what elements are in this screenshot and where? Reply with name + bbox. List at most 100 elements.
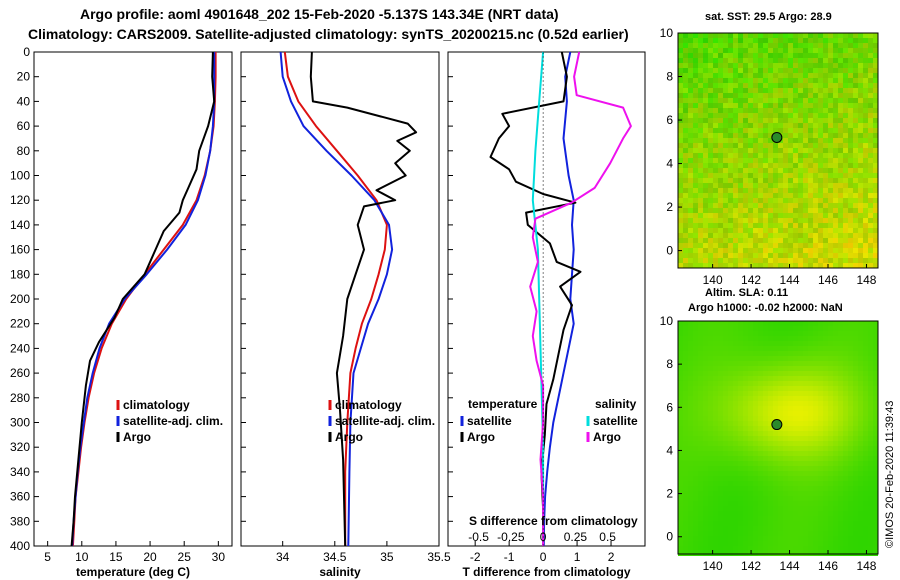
map-cell (698, 501, 703, 506)
map-cell (723, 178, 728, 183)
map-cell (693, 68, 698, 73)
map-y-tick-label-sst_map: 2 (666, 200, 673, 214)
map-cell (753, 396, 758, 401)
map-cell (693, 198, 698, 203)
map-cell (848, 401, 853, 406)
map-cell (703, 228, 708, 233)
map-cell (848, 243, 853, 248)
map-cell (698, 118, 703, 123)
map-cell (858, 531, 863, 536)
map-cell (828, 491, 833, 496)
map-cell (813, 496, 818, 501)
map-cell (718, 48, 723, 53)
map-cell (833, 248, 838, 253)
map-cell (853, 258, 858, 263)
map-cell (768, 516, 773, 521)
map-cell (813, 98, 818, 103)
map-cell (748, 446, 753, 451)
map-cell (828, 456, 833, 461)
map-cell (728, 456, 733, 461)
map-cell (738, 531, 743, 536)
map-cell (708, 416, 713, 421)
map-cell (768, 341, 773, 346)
map-cell (763, 93, 768, 98)
map-cell (803, 346, 808, 351)
map-cell (863, 53, 868, 58)
map-cell (753, 526, 758, 531)
map-cell (693, 376, 698, 381)
map-cell (758, 461, 763, 466)
map-cell (808, 48, 813, 53)
map-cell (718, 173, 723, 178)
map-cell (678, 193, 683, 198)
map-cell (763, 203, 768, 208)
map-cell (703, 361, 708, 366)
map-cell (718, 406, 723, 411)
map-cell (748, 113, 753, 118)
map-cell (698, 511, 703, 516)
map-cell (858, 143, 863, 148)
map-cell (733, 243, 738, 248)
map-cell (783, 521, 788, 526)
map-cell (683, 203, 688, 208)
map-cell (738, 198, 743, 203)
map-cell (763, 88, 768, 93)
map-cell (753, 491, 758, 496)
map-cell (783, 153, 788, 158)
map-cell (798, 233, 803, 238)
map-cell (843, 158, 848, 163)
map-cell (728, 228, 733, 233)
map-cell (753, 143, 758, 148)
map-cell (748, 223, 753, 228)
map-cell (683, 168, 688, 173)
map-cell (678, 436, 683, 441)
map-cell (693, 491, 698, 496)
map-cell (833, 396, 838, 401)
map-cell (723, 218, 728, 223)
map-cell (748, 258, 753, 263)
map-cell (713, 436, 718, 441)
map-cell (813, 123, 818, 128)
map-cell (823, 223, 828, 228)
map-cell (793, 193, 798, 198)
map-cell (748, 361, 753, 366)
map-cell (813, 178, 818, 183)
map-cell (818, 48, 823, 53)
map-cell (693, 63, 698, 68)
map-cell (763, 476, 768, 481)
map-cell (688, 53, 693, 58)
map-cell (843, 486, 848, 491)
map-cell (723, 68, 728, 73)
map-cell (853, 48, 858, 53)
map-cell (813, 521, 818, 526)
map-cell (768, 63, 773, 68)
map-cell (808, 228, 813, 233)
map-cell (713, 243, 718, 248)
map-cell (733, 431, 738, 436)
map-cell (788, 258, 793, 263)
map-cell (858, 53, 863, 58)
map-cell (683, 183, 688, 188)
map-cell (703, 98, 708, 103)
map-cell (793, 223, 798, 228)
map-cell (693, 118, 698, 123)
y-tick-label: 300 (10, 416, 30, 430)
map-cell (738, 356, 743, 361)
map-cell (803, 148, 808, 153)
map-cell (868, 163, 873, 168)
map-cell (793, 496, 798, 501)
map-cell (753, 93, 758, 98)
map-cell (873, 481, 878, 486)
map-cell (823, 471, 828, 476)
map-cell (848, 33, 853, 38)
map-cell (693, 511, 698, 516)
map-cell (703, 456, 708, 461)
map-cell (808, 263, 813, 268)
map-cell (693, 43, 698, 48)
map-cell (793, 208, 798, 213)
map-cell (858, 43, 863, 48)
map-cell (678, 163, 683, 168)
map-cell (678, 178, 683, 183)
map-cell (703, 203, 708, 208)
map-cell (838, 441, 843, 446)
